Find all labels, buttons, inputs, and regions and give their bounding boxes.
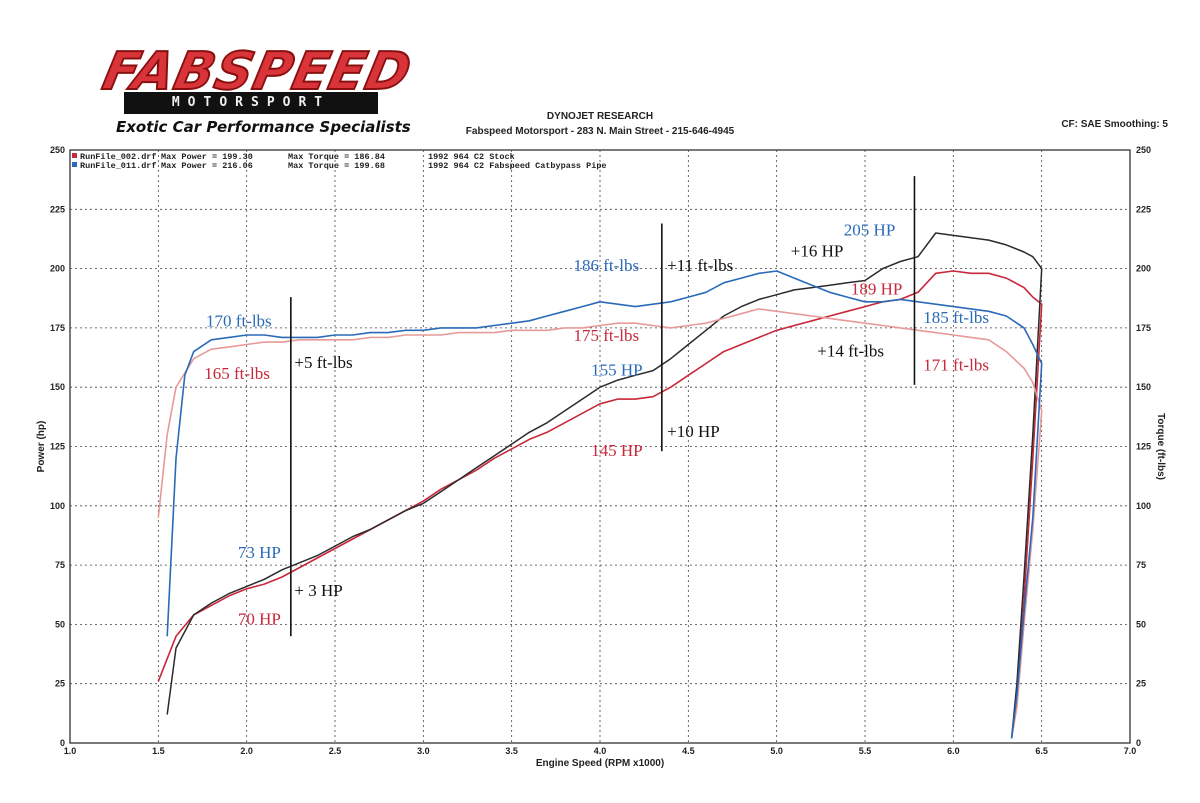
y-tick-label: 100 [50, 501, 65, 511]
annotation-label: 70 HP [238, 609, 281, 628]
annotation-label: +10 HP [667, 422, 720, 441]
x-tick-label: 1.0 [64, 746, 77, 756]
x-tick-label: 6.5 [1035, 746, 1048, 756]
header-settings: CF: SAE Smoothing: 5 [1061, 119, 1168, 130]
y-tick-label: 75 [55, 560, 65, 570]
logo-subtitle: MOTORSPORT [124, 92, 378, 114]
annotation-label: +14 ft-lbs [817, 341, 884, 360]
logo-tagline: Exotic Car Performance Specialists [116, 118, 411, 136]
x-tick-label: 4.5 [682, 746, 695, 756]
y-tick-label: 225 [50, 204, 65, 214]
y-right-tick-label: 0 [1136, 738, 1141, 748]
annotation-label: 185 ft-lbs [923, 308, 989, 327]
fabspeed-logo: FABSPEED MOTORSPORT Exotic Car Performan… [96, 41, 426, 140]
series-line-catbypass_power [166, 232, 1043, 739]
annotation-label: +5 ft-lbs [294, 353, 352, 372]
y-tick-label: 0 [60, 738, 65, 748]
legend-max-power: Max Power = 216.06 [161, 161, 253, 171]
y-axis-title: Power (hp) [36, 421, 47, 473]
x-tick-label: 6.0 [947, 746, 960, 756]
x-tick-label: 4.0 [594, 746, 607, 756]
annotation-label: 165 ft-lbs [204, 364, 270, 383]
annotation-label: +16 HP [791, 242, 844, 261]
x-tick-label: 1.5 [152, 746, 165, 756]
annotation-label: 171 ft-lbs [923, 356, 989, 375]
legend-swatch [72, 162, 77, 167]
y-tick-label: 200 [50, 264, 65, 274]
legend-max-torque: Max Torque = 186.84 [288, 152, 385, 162]
x-tick-label: 3.0 [417, 746, 430, 756]
x-tick-label: 7.0 [1124, 746, 1137, 756]
header-org: DYNOJET RESEARCH [546, 111, 654, 122]
y-right-tick-label: 125 [1136, 442, 1151, 452]
y-right-tick-label: 100 [1136, 501, 1151, 511]
annotation-label: +11 ft-lbs [667, 256, 733, 275]
y-right-tick-label: 250 [1136, 145, 1151, 155]
x-tick-label: 5.5 [859, 746, 872, 756]
y-tick-label: 175 [50, 323, 65, 333]
x-tick-label: 2.5 [329, 746, 342, 756]
annotation-label: 205 HP [844, 220, 895, 239]
y-right-tick-label: 150 [1136, 382, 1151, 392]
annotation-label: 189 HP [851, 280, 902, 299]
annotation-label: 155 HP [591, 360, 642, 379]
annotation-label: 170 ft-lbs [206, 312, 272, 331]
x-tick-label: 5.0 [770, 746, 783, 756]
y-right-tick-label: 75 [1136, 560, 1146, 570]
annotation-label: + 3 HP [294, 581, 342, 600]
legend-max-power: Max Power = 199.30 [161, 152, 253, 162]
y-right-tick-label: 50 [1136, 619, 1146, 629]
y-right-axis-title: Torque (ft-lbs) [1155, 413, 1166, 480]
annotation-label: 186 ft-lbs [574, 256, 640, 275]
y-tick-label: 125 [50, 442, 65, 452]
series-line-stock_power [157, 270, 1043, 739]
x-axis-title: Engine Speed (RPM x1000) [536, 758, 664, 769]
annotation-label: 175 ft-lbs [574, 326, 640, 345]
legend-max-torque: Max Torque = 199.68 [288, 161, 385, 171]
y-tick-label: 25 [55, 679, 65, 689]
y-right-tick-label: 25 [1136, 679, 1146, 689]
legend-file: RunFile_002.drf [80, 152, 157, 162]
series-line-stock_torque [157, 308, 1043, 739]
annotation-label: 145 HP [591, 441, 642, 460]
series-line-catbypass_torque [166, 270, 1043, 739]
y-right-tick-label: 225 [1136, 204, 1151, 214]
y-tick-label: 250 [50, 145, 65, 155]
legend-description: 1992 964 C2 Fabspeed Catbypass Pipe [428, 161, 607, 171]
legend-file: RunFile_011.drf [80, 161, 157, 171]
y-right-tick-label: 175 [1136, 323, 1151, 333]
annotation-label: 73 HP [238, 543, 281, 562]
header-address: Fabspeed Motorsport - 283 N. Main Street… [465, 126, 735, 137]
legend-description: 1992 964 C2 Stock [428, 152, 515, 162]
y-tick-label: 150 [50, 382, 65, 392]
legend-swatch [72, 153, 77, 158]
x-tick-label: 2.0 [240, 746, 253, 756]
y-right-tick-label: 200 [1136, 264, 1151, 274]
x-tick-label: 3.5 [505, 746, 518, 756]
y-tick-label: 50 [55, 619, 65, 629]
